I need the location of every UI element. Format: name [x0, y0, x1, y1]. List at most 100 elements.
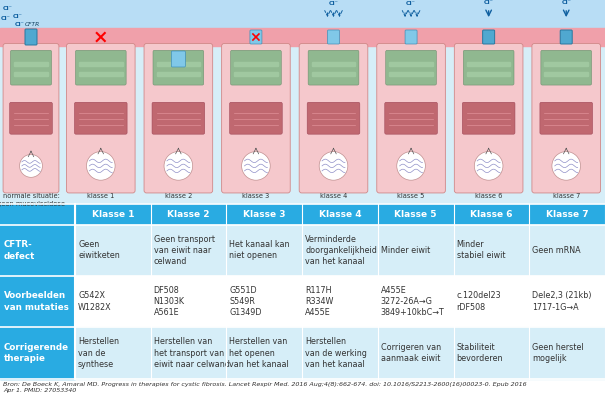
- Bar: [302, 204, 378, 225]
- Bar: [454, 225, 529, 276]
- Bar: [467, 62, 511, 66]
- FancyBboxPatch shape: [152, 102, 204, 134]
- Text: G542X
W1282X: G542X W1282X: [78, 291, 112, 312]
- Text: CFTR: CFTR: [25, 22, 41, 27]
- Text: Stabiliteit
bevorderen: Stabiliteit bevorderen: [457, 343, 503, 363]
- Circle shape: [241, 152, 270, 180]
- FancyBboxPatch shape: [463, 50, 514, 85]
- Text: R117H
R334W
A455E: R117H R334W A455E: [305, 286, 333, 317]
- Bar: [0, 0, 605, 204]
- FancyBboxPatch shape: [144, 44, 213, 193]
- FancyBboxPatch shape: [560, 30, 572, 44]
- Bar: [544, 72, 588, 75]
- Text: CFTR-
defect: CFTR- defect: [4, 240, 35, 260]
- Bar: [79, 72, 123, 75]
- Bar: [151, 276, 226, 327]
- FancyBboxPatch shape: [67, 44, 135, 193]
- Text: Klasse 3: Klasse 3: [243, 210, 286, 219]
- FancyBboxPatch shape: [76, 50, 126, 85]
- Bar: [0, 0, 605, 28]
- Text: Corrigeren van
aanmaak eiwit: Corrigeren van aanmaak eiwit: [381, 343, 441, 363]
- Bar: [454, 204, 529, 225]
- Text: A455E
3272-26A→G
3849+10kbC→T: A455E 3272-26A→G 3849+10kbC→T: [381, 286, 445, 317]
- Bar: [544, 62, 588, 66]
- Text: Geen mRNA: Geen mRNA: [532, 246, 581, 255]
- Circle shape: [87, 152, 115, 180]
- Text: Herstellen van
het openen
van het kanaal: Herstellen van het openen van het kanaal: [229, 337, 289, 369]
- Text: Cl⁻: Cl⁻: [329, 1, 338, 6]
- Text: Herstellen van
het transport van
eiwit naar celwand: Herstellen van het transport van eiwit n…: [154, 337, 230, 369]
- Bar: [529, 276, 605, 327]
- Bar: [389, 62, 433, 66]
- Circle shape: [164, 152, 192, 180]
- FancyBboxPatch shape: [25, 29, 37, 45]
- FancyBboxPatch shape: [405, 30, 417, 44]
- Bar: [529, 204, 605, 225]
- FancyBboxPatch shape: [462, 102, 515, 134]
- FancyBboxPatch shape: [377, 44, 445, 193]
- Text: Minder
stabiel eiwit: Minder stabiel eiwit: [457, 240, 505, 260]
- FancyBboxPatch shape: [483, 30, 495, 44]
- Bar: [75, 276, 151, 327]
- Bar: [302, 276, 378, 327]
- Circle shape: [397, 152, 425, 180]
- Text: klasse 4: klasse 4: [320, 193, 347, 199]
- Bar: [234, 72, 278, 75]
- Text: Cl⁻: Cl⁻: [561, 0, 571, 5]
- Text: Corrigerende
therapie: Corrigerende therapie: [4, 343, 69, 363]
- Bar: [79, 62, 123, 66]
- Text: G551D
S549R
G1349D: G551D S549R G1349D: [229, 286, 262, 317]
- Text: Klasse 7: Klasse 7: [546, 210, 589, 219]
- Bar: [378, 204, 454, 225]
- Bar: [226, 276, 302, 327]
- Bar: [378, 276, 454, 327]
- Bar: [378, 225, 454, 276]
- FancyBboxPatch shape: [221, 44, 290, 193]
- Text: Cl⁻: Cl⁻: [484, 0, 494, 5]
- Text: klasse 7: klasse 7: [552, 193, 580, 199]
- Circle shape: [552, 152, 581, 180]
- Bar: [75, 327, 151, 379]
- Text: Het kanaal kan
niet openen: Het kanaal kan niet openen: [229, 240, 290, 260]
- Bar: [0, 327, 75, 379]
- FancyBboxPatch shape: [385, 102, 437, 134]
- Bar: [0, 204, 75, 225]
- Text: klasse 2: klasse 2: [165, 193, 192, 199]
- Circle shape: [19, 154, 42, 177]
- FancyBboxPatch shape: [541, 50, 592, 85]
- Bar: [151, 225, 226, 276]
- FancyBboxPatch shape: [250, 30, 262, 44]
- FancyBboxPatch shape: [307, 102, 360, 134]
- Text: Geen transport
van eiwit naar
celwand: Geen transport van eiwit naar celwand: [154, 235, 215, 266]
- FancyBboxPatch shape: [3, 44, 59, 193]
- FancyBboxPatch shape: [454, 44, 523, 193]
- Bar: [234, 62, 278, 66]
- Text: Bron: De Boeck K, Amaral MD. Progress in therapies for cystic fibrosis. Lancet R: Bron: De Boeck K, Amaral MD. Progress in…: [3, 382, 526, 393]
- Text: Klasse 5: Klasse 5: [394, 210, 437, 219]
- Text: Herstellen
van de
synthese: Herstellen van de synthese: [78, 337, 119, 369]
- Bar: [14, 62, 48, 66]
- Text: DF508
N1303K
A561E: DF508 N1303K A561E: [154, 286, 185, 317]
- Text: Verminderde
doorgankelijkheid
van het kanaal: Verminderde doorgankelijkheid van het ka…: [305, 235, 377, 266]
- FancyBboxPatch shape: [153, 50, 204, 85]
- FancyBboxPatch shape: [386, 50, 436, 85]
- Text: klasse 6: klasse 6: [475, 193, 502, 199]
- Bar: [467, 72, 511, 75]
- Bar: [529, 225, 605, 276]
- Text: Cl⁻: Cl⁻: [13, 13, 23, 19]
- Text: Geen herstel
mogelijk: Geen herstel mogelijk: [532, 343, 584, 363]
- Text: Dele2,3 (21kb)
1717-1G→A: Dele2,3 (21kb) 1717-1G→A: [532, 291, 592, 312]
- Bar: [226, 327, 302, 379]
- FancyBboxPatch shape: [10, 102, 52, 134]
- FancyBboxPatch shape: [171, 51, 185, 67]
- Text: Cl⁻: Cl⁻: [3, 6, 13, 10]
- Bar: [378, 327, 454, 379]
- FancyBboxPatch shape: [230, 102, 283, 134]
- Text: Minder eiwit: Minder eiwit: [381, 246, 430, 255]
- Bar: [75, 225, 151, 276]
- Bar: [226, 204, 302, 225]
- Bar: [157, 72, 200, 75]
- Bar: [312, 72, 355, 75]
- Bar: [0, 28, 605, 46]
- Bar: [454, 327, 529, 379]
